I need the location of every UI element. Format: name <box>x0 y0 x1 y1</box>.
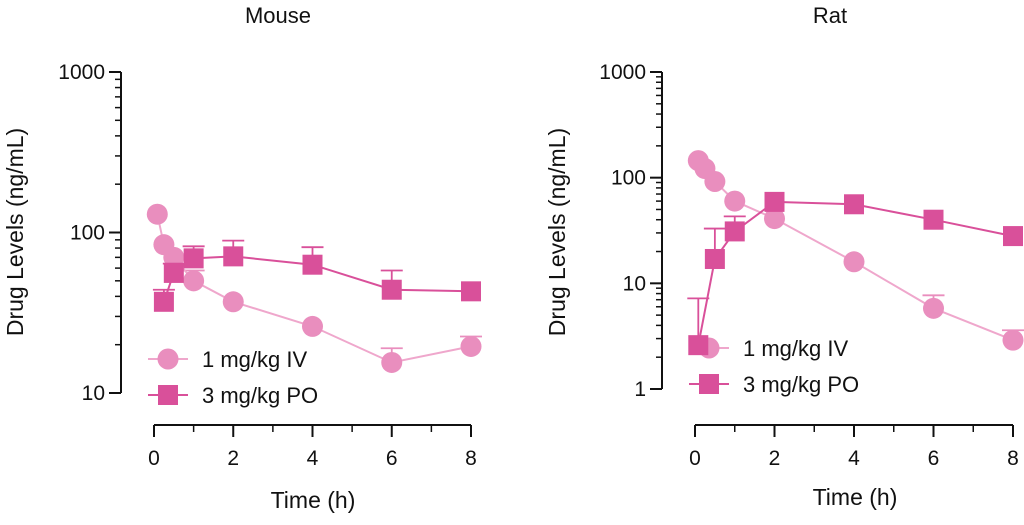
data-point <box>704 170 726 192</box>
data-point <box>764 191 785 212</box>
legend-label: 1 mg/kg IV <box>202 347 307 372</box>
data-point <box>183 248 204 269</box>
data-point <box>460 335 482 357</box>
x-tick-label: 8 <box>465 447 477 470</box>
data-point <box>163 246 185 268</box>
legend-marker <box>699 374 719 394</box>
x-tick-label: 4 <box>307 447 319 470</box>
data-point <box>163 262 184 283</box>
chart-title: Rat <box>813 3 847 28</box>
data-point <box>381 279 402 300</box>
x-tick-label: 2 <box>227 447 239 470</box>
chart-panel-rat: Rat 1 10 100 1000 0 2 4 6 8 Time (h) Drug Levels (n… <box>544 3 1024 510</box>
series-po <box>687 191 1023 356</box>
legend-label: 3 mg/kg PO <box>202 383 318 408</box>
data-point <box>223 246 244 267</box>
y-axis-label: Drug Levels (ng/mL) <box>2 128 28 336</box>
x-tick-label: 6 <box>928 447 940 470</box>
chart-title: Mouse <box>245 3 311 28</box>
x-tick-label: 2 <box>769 447 781 470</box>
data-point <box>724 221 745 242</box>
data-point <box>843 251 865 273</box>
legend-entry: 1 mg/kg IV <box>689 336 848 361</box>
x-axis-label: Time (h) <box>271 487 356 513</box>
series-po <box>152 239 481 312</box>
series-line <box>697 159 1014 342</box>
y-tick-label: 1000 <box>599 61 646 84</box>
series-line <box>156 213 472 364</box>
x-axis-label: Time (h) <box>813 484 898 510</box>
x-tick-label: 8 <box>1007 447 1019 470</box>
data-point <box>302 315 323 337</box>
y-axis-label: Drug Levels (ng/mL) <box>544 128 570 336</box>
data-point <box>381 351 403 373</box>
data-point <box>688 335 709 356</box>
data-point <box>222 291 244 313</box>
data-point <box>153 291 174 312</box>
y-tick-label: 10 <box>623 272 646 295</box>
data-point <box>704 248 725 269</box>
data-point <box>923 297 944 319</box>
data-point <box>923 209 944 230</box>
data-point <box>1003 226 1023 247</box>
x-tick-label: 0 <box>689 447 701 470</box>
x-tick-label: 6 <box>386 447 398 470</box>
data-point <box>183 270 205 292</box>
y-tick-label: 10 <box>82 382 105 405</box>
legend-label: 1 mg/kg IV <box>743 336 848 361</box>
legend-marker <box>157 348 179 370</box>
legend-marker <box>158 385 178 405</box>
data-point <box>844 194 864 215</box>
data-point <box>1002 329 1024 351</box>
data-point <box>764 208 785 230</box>
y-tick-label: 100 <box>70 222 105 245</box>
x-tick-label: 0 <box>148 447 160 470</box>
legend-entry: 3 mg/kg PO <box>689 372 859 397</box>
y-tick-label: 1 <box>634 378 646 401</box>
legend-entry: 1 mg/kg IV <box>148 347 307 372</box>
data-point <box>302 254 323 275</box>
chart-panel-mouse: Mouse 10 100 1000 0 2 4 6 8 Time (h) Drug Levels (… <box>2 3 482 513</box>
series-line <box>697 200 1014 346</box>
data-point <box>146 203 168 225</box>
legend-label: 3 mg/kg PO <box>743 372 859 397</box>
series-iv <box>146 203 482 373</box>
y-tick-label: 1000 <box>58 61 105 84</box>
data-point <box>724 190 746 212</box>
data-point <box>461 281 481 302</box>
y-tick-label: 100 <box>611 167 646 190</box>
series-iv <box>687 150 1024 351</box>
legend-entry: 3 mg/kg PO <box>148 383 318 408</box>
x-tick-label: 4 <box>848 447 860 470</box>
